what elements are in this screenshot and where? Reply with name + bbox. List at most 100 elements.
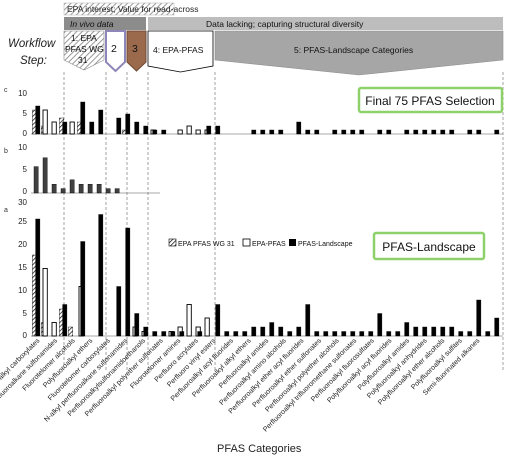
panel-a-ytick-15: 15: [18, 263, 27, 272]
bar-b-gray-0: [33, 166, 39, 194]
bar-c-white-18: [195, 129, 201, 135]
bar-a-black-23: [242, 331, 248, 337]
bar-a-black-50: [485, 331, 491, 337]
bar-c-black-9: [116, 117, 122, 135]
bar-c-black-25: [260, 129, 266, 135]
legend-label-epa-pfas: EPA-PFAS: [252, 241, 286, 248]
bar-c-black-10: [125, 113, 131, 135]
panel-a-ytick-0: 0: [23, 331, 28, 340]
callout-landscape: PFAS-Landscape: [372, 231, 486, 261]
callout-final-75-text: Final 75 PFAS Selection: [365, 94, 494, 108]
step4-label: 4: EPA-PFAS: [153, 45, 204, 55]
header: EPA interest; Value for read-across In v…: [8, 2, 504, 76]
epa-interest-band: [63, 2, 175, 16]
bar-a-white-1: [42, 268, 48, 337]
bar-a-black-36: [359, 331, 365, 337]
panel-a-ytick-10: 10: [18, 286, 27, 295]
panel-a-ytick-20: 20: [18, 240, 27, 249]
panel-b-letter: b: [4, 148, 8, 155]
bar-b-gray-1: [42, 157, 48, 194]
callout-landscape-box: [372, 231, 486, 261]
bar-c-black-41: [404, 129, 410, 135]
bar-c-black-31: [314, 129, 320, 135]
bar-a-black-25: [260, 326, 266, 337]
panel-b-ytick-5: 5: [23, 165, 28, 174]
bar-b-gray-9: [114, 188, 120, 194]
bar-a-black-46: [449, 326, 455, 337]
bar-b-gray-7: [96, 183, 102, 194]
bar-c-black-29: [296, 121, 302, 135]
bar-a-black-28: [287, 331, 293, 337]
bar-a-black-22: [233, 331, 239, 337]
bar-c-black-44: [431, 129, 437, 135]
step2-label: 2: [111, 43, 117, 55]
bar-b-gray-2: [51, 183, 57, 194]
callout-final-75: Final 75 PFAS Selection: [357, 86, 504, 114]
legend-swatch-landscape: [289, 239, 296, 246]
panel-c-labels: c 10 5 0: [4, 87, 28, 138]
data-lacking-band: [148, 17, 503, 30]
bar-a-black-0: [35, 218, 41, 337]
bar-a-black-10: [125, 227, 131, 337]
bar-a-black-42: [413, 326, 419, 337]
bar-c-black-39: [386, 129, 392, 135]
bar-b-gray-5: [78, 183, 84, 194]
bar-a-black-9: [116, 286, 122, 337]
bar-c-black-34: [341, 129, 347, 135]
callout-landscape-text: PFAS-Landscape: [382, 240, 476, 254]
legend: EPA PFAS WG 31 EPA-PFAS PFAS-Landscape: [168, 238, 353, 248]
bar-a-black-49: [476, 299, 482, 337]
bar-c-white-4: [69, 121, 75, 135]
in-vivo-band: [64, 17, 146, 30]
bar-a-black-29: [296, 326, 302, 337]
bar-a-black-39: [386, 331, 392, 337]
bar-a-black-15: [170, 331, 176, 337]
bar-c-black-51: [494, 129, 500, 135]
bar-a-white-17: [186, 304, 192, 337]
step5-arrow: [214, 30, 504, 76]
bar-b-gray-6: [87, 183, 93, 194]
step3-label: 3: [132, 43, 138, 55]
bar-c-white-17: [186, 125, 192, 135]
panel-c-ytick-0: 0: [23, 129, 28, 138]
bar-a-black-12: [143, 326, 149, 337]
step1-line2: PFAS WG: [65, 44, 104, 54]
bar-c-black-42: [413, 129, 419, 135]
bar-a-black-21: [224, 331, 230, 337]
bar-a-black-14: [161, 331, 167, 337]
bar-a-white-19: [204, 317, 210, 337]
bar-a-black-11: [134, 313, 140, 337]
bar-a-black-35: [350, 331, 356, 337]
bar-a-black-48: [467, 331, 473, 337]
panel-a-letter: a: [4, 207, 8, 214]
bar-c-white-16: [177, 129, 183, 135]
bar-b-gray-4: [69, 179, 75, 194]
bar-a-black-30: [305, 304, 311, 337]
workflow-label: Workflow: [8, 38, 56, 50]
bar-c-black-6: [89, 121, 95, 135]
panel-a-ytick-25: 25: [18, 217, 27, 226]
step1-arrow: [63, 30, 105, 71]
bar-a-black-38: [377, 313, 383, 337]
bar-a-black-33: [332, 331, 338, 337]
bar-c-black-13: [152, 129, 158, 135]
bar-a-black-26: [269, 322, 275, 337]
bar-a-black-45: [440, 326, 446, 337]
panel-c-letter: c: [4, 87, 8, 94]
panel-b-labels: b 10 5 0: [4, 143, 28, 196]
bar-a-black-16: [179, 331, 185, 337]
x-axis-label: PFAS Categories: [217, 443, 302, 455]
bar-c-black-24: [251, 129, 257, 135]
step4-arrow: [147, 30, 214, 73]
bar-c-black-38: [377, 129, 383, 135]
step1-line1: 1: EPA: [71, 33, 97, 43]
x-tick-labels: Perfluoroalkyl carboxylatesPerfluoroalka…: [0, 337, 482, 433]
bar-a-black-40: [395, 331, 401, 337]
panel-b-ytick-10: 10: [18, 143, 27, 152]
callout-final-75-box: [357, 86, 504, 114]
bar-c-black-3: [62, 121, 68, 135]
step-label: Step:: [20, 55, 47, 67]
bar-c-black-12: [143, 125, 149, 135]
bar-a-black-41: [404, 322, 410, 337]
bar-c-black-35: [350, 129, 356, 135]
